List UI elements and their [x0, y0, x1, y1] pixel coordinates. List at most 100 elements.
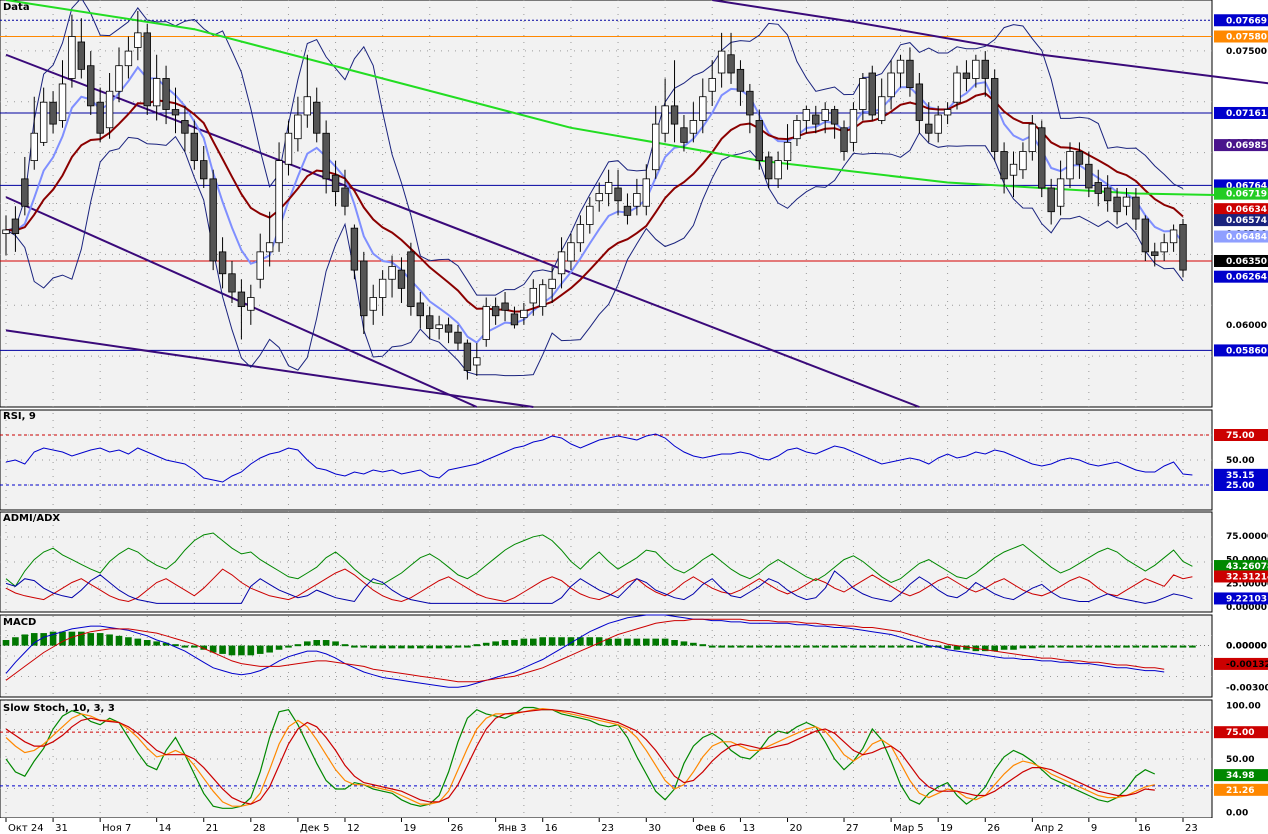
- date-label: 26: [987, 823, 1000, 834]
- admi-series-line: [5, 570, 1193, 604]
- macd-histogram-bar: [59, 631, 66, 646]
- macd-histogram-bar: [1123, 645, 1130, 648]
- axis-tick-label: 0.07500: [1226, 47, 1267, 57]
- indicator-tag: 32.31214: [1226, 572, 1268, 582]
- candle-body-down: [350, 227, 359, 271]
- macd-histogram-bar: [191, 645, 198, 648]
- macd-histogram-bar: [87, 633, 95, 646]
- macd-histogram-bar: [624, 638, 631, 646]
- macd-histogram-bar: [172, 644, 179, 647]
- candle: [1028, 114, 1037, 161]
- candle: [218, 237, 227, 289]
- candle-body-down: [812, 114, 820, 125]
- candle-body-down: [510, 313, 519, 326]
- candle-body-down: [491, 306, 500, 317]
- macd-histogram-bar: [558, 637, 565, 646]
- candle-body-down: [1113, 196, 1121, 213]
- macd-histogram-bar: [746, 645, 754, 648]
- candle: [30, 96, 38, 170]
- panel-titles: Data RSI, 9 ADMI/ADX MACD Slow Stoch, 10…: [3, 2, 115, 714]
- macd-histogram-bar: [1047, 645, 1055, 648]
- macd-histogram-bar: [125, 637, 132, 646]
- macd-histogram-bar: [718, 645, 725, 648]
- macd-histogram-bar: [351, 645, 358, 648]
- date-label: 16: [1138, 823, 1151, 834]
- macd-histogram-bar: [1170, 645, 1177, 648]
- candle-body-up: [1122, 196, 1131, 207]
- macd-histogram-bar: [1076, 645, 1083, 648]
- candle-body-down: [614, 187, 622, 202]
- candle: [925, 102, 933, 143]
- candle: [388, 255, 396, 298]
- candle-body-down: [1151, 251, 1159, 256]
- macd-histogram-bar: [614, 638, 622, 646]
- candle: [1179, 219, 1187, 278]
- macd-histogram-bar: [991, 645, 998, 652]
- candle-body-up: [1160, 242, 1168, 253]
- indicator-tag-bg: [1214, 657, 1268, 670]
- candle-body-up: [774, 160, 782, 180]
- macd-histogram-bar: [586, 637, 594, 646]
- macd-histogram-bar: [294, 644, 302, 647]
- macd-histogram-bar: [803, 645, 810, 648]
- candle-body-down: [736, 68, 745, 92]
- candle: [68, 14, 76, 88]
- candle-body-up: [58, 83, 67, 121]
- indicator-tag: 43.26078: [1226, 562, 1268, 572]
- candle-body-down: [21, 178, 29, 207]
- macd-histogram-bar: [897, 645, 904, 648]
- candle-body-down: [765, 156, 773, 180]
- candle-body-up: [30, 132, 38, 162]
- macd-histogram-bar: [812, 645, 820, 648]
- candle: [39, 87, 48, 147]
- candle: [586, 197, 594, 234]
- axis-tick-label: 0.06000: [1226, 321, 1267, 331]
- candle-body-down: [1038, 127, 1046, 189]
- macd-histogram-bar: [96, 633, 104, 646]
- candle-body-up: [557, 251, 566, 275]
- candle-body-down: [181, 120, 189, 134]
- candle: [557, 237, 566, 289]
- ema-fast-line: [5, 65, 1184, 344]
- candle: [171, 87, 180, 134]
- axis-tick-label: 0.00: [1226, 809, 1248, 819]
- candle-body-up: [1019, 151, 1027, 171]
- candle: [303, 54, 312, 128]
- price-tag: 0.06634: [1226, 205, 1267, 215]
- indicator-tag: 35.15: [1226, 471, 1254, 481]
- candle-body-up: [265, 242, 274, 253]
- candle-body-down: [218, 251, 227, 275]
- candle-body-down: [463, 342, 472, 371]
- candle: [849, 102, 858, 152]
- macd-histogram-bar: [12, 637, 19, 646]
- candle: [680, 114, 688, 152]
- panel-title-macd: MACD: [3, 617, 36, 628]
- candle: [840, 120, 848, 161]
- date-label: Мар 5: [893, 823, 924, 834]
- macd-histogram-bar: [680, 641, 688, 646]
- channel-trendline: [5, 329, 534, 408]
- candle-body-up: [642, 178, 650, 207]
- candle-body-down: [1103, 187, 1112, 202]
- candle-body-up: [821, 109, 829, 121]
- candle: [378, 270, 387, 316]
- candle: [491, 297, 500, 325]
- candle: [1085, 151, 1093, 198]
- price-tag: 0.06719: [1226, 190, 1267, 200]
- price-tag-bg: [1214, 214, 1268, 227]
- candle: [623, 193, 632, 225]
- macd-histogram-bar: [1104, 645, 1111, 648]
- macd-histogram-bar: [332, 641, 339, 646]
- macd-histogram-bar: [285, 645, 292, 648]
- macd-histogram-bar: [539, 637, 547, 646]
- candle: [859, 73, 867, 121]
- candle: [906, 47, 914, 97]
- macd-histogram-bar: [275, 645, 283, 650]
- candle-body-up: [435, 324, 443, 329]
- macd-histogram-bar: [708, 645, 716, 648]
- indicator-tag-bg: [1214, 783, 1268, 796]
- candle: [962, 60, 971, 92]
- candle-body-down: [416, 302, 424, 317]
- date-label: 26: [451, 823, 464, 834]
